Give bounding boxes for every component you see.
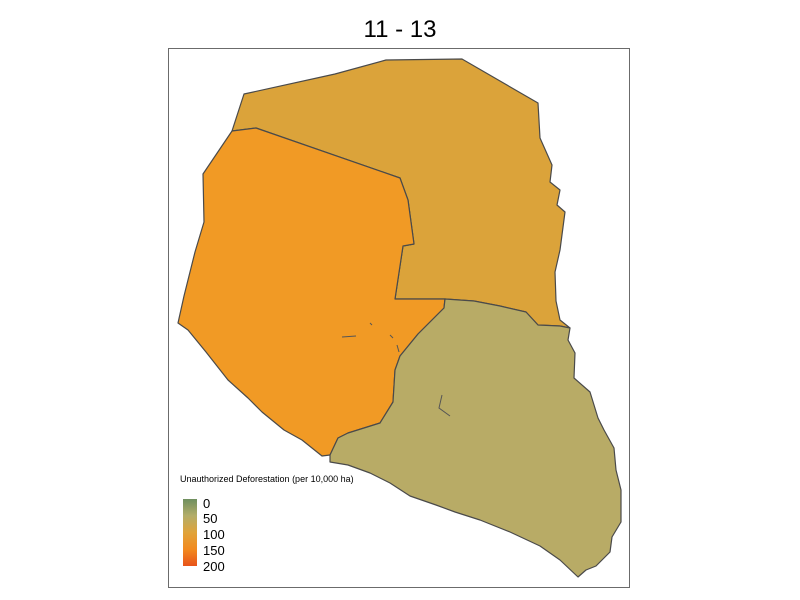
legend-label-100: 100: [203, 527, 225, 542]
internal-boundary-line: [438, 394, 451, 417]
map-frame: [168, 48, 630, 588]
legend-label-0: 0: [203, 496, 211, 511]
legend-title: Unauthorized Deforestation (per 10,000 h…: [180, 474, 354, 484]
internal-boundary-line: [389, 334, 394, 339]
internal-boundary-line: [396, 344, 400, 353]
legend-color-bar: [183, 499, 197, 566]
internal-boundary-line: [341, 335, 357, 338]
region-south-east[interactable]: [329, 298, 622, 578]
legend-label-50: 50: [203, 511, 218, 526]
map-title: 11 - 13: [363, 16, 437, 43]
legend-label-150: 150: [203, 543, 225, 558]
internal-boundary-line: [369, 322, 373, 326]
legend-label-200: 200: [203, 559, 225, 574]
